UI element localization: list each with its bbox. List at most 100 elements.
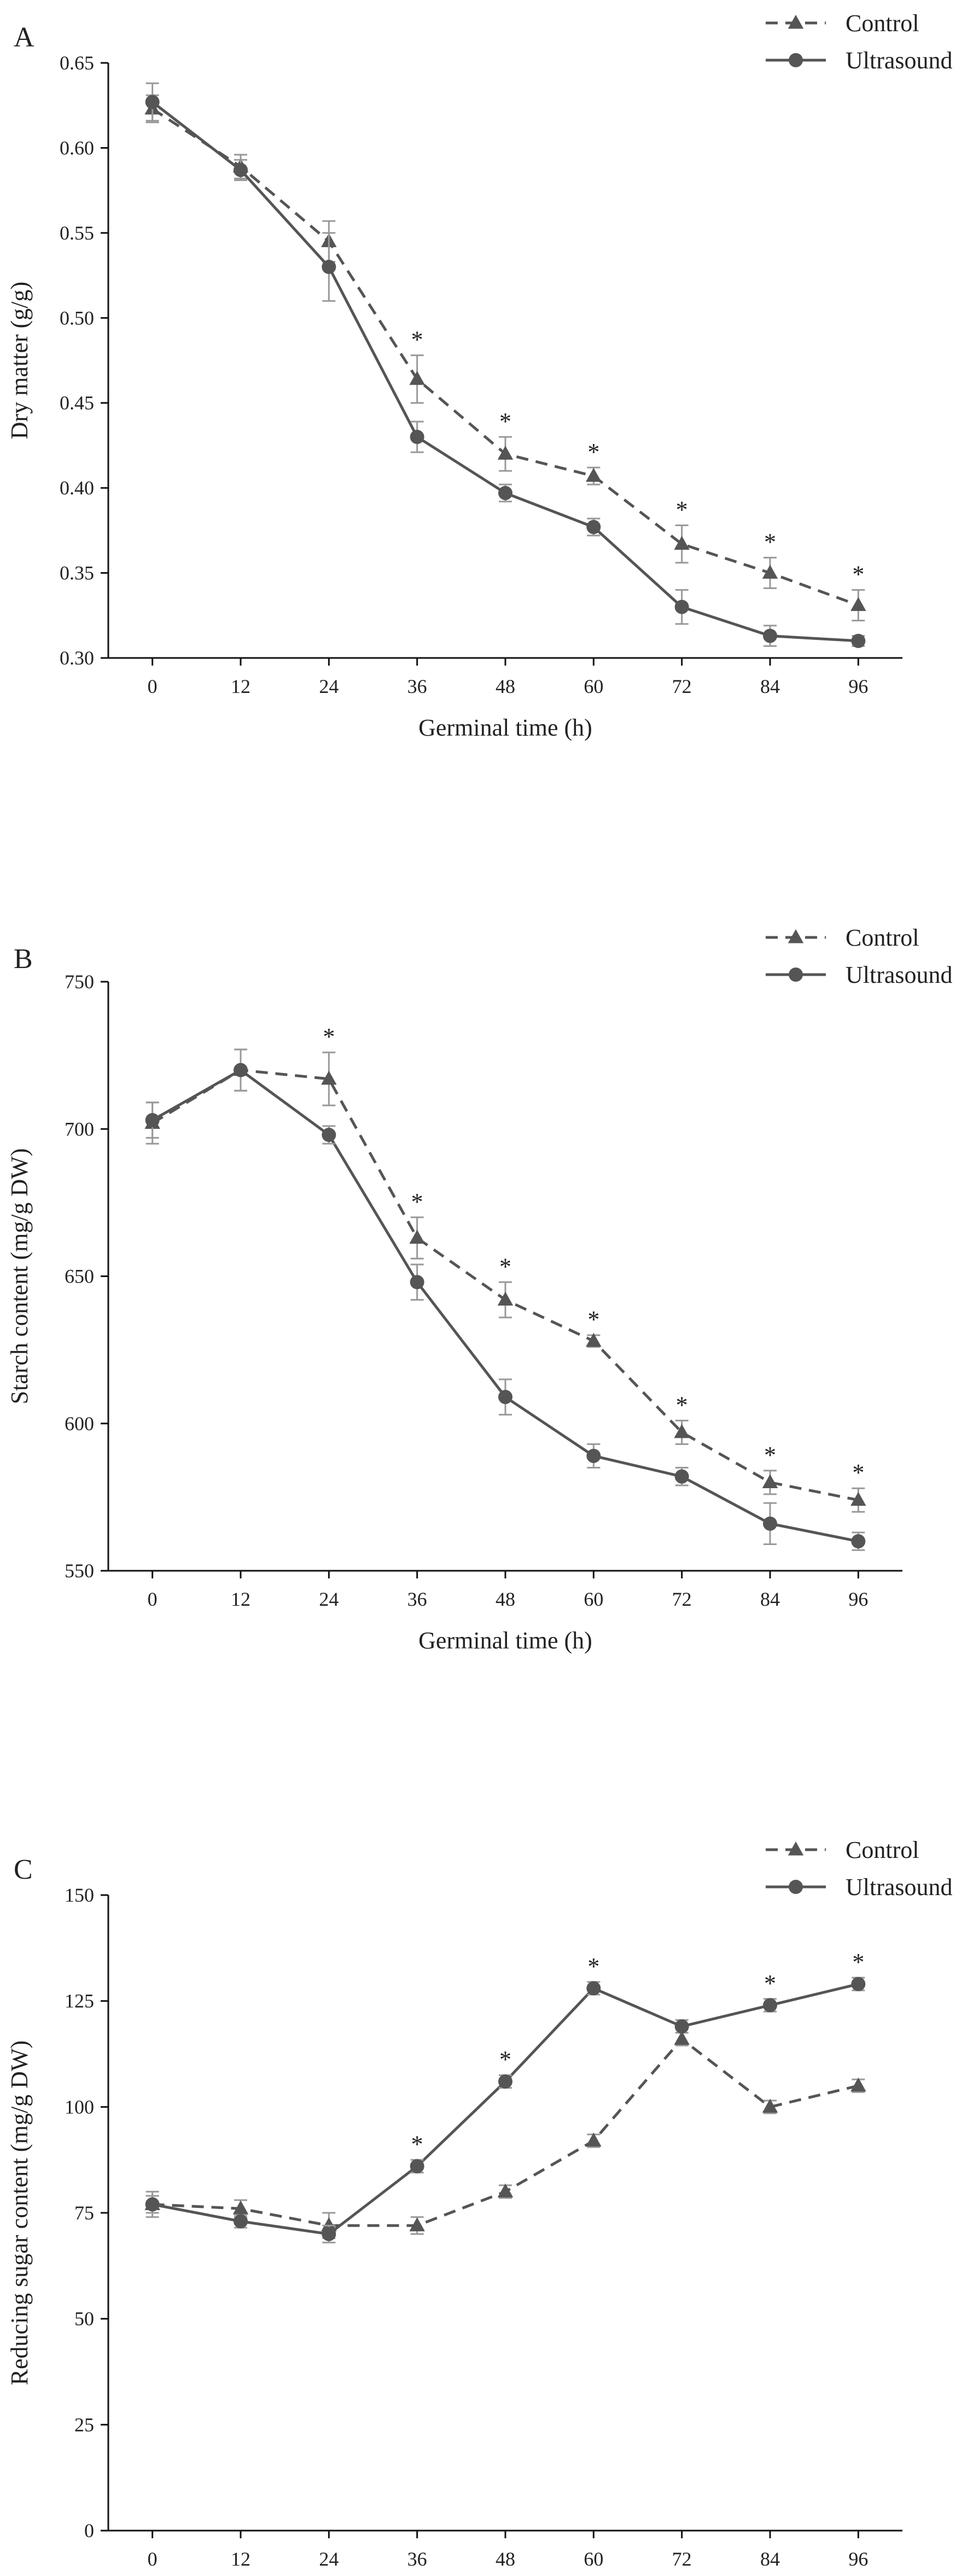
data-point-control [674, 535, 690, 550]
legend-label-ultrasound: Ultrasound [846, 47, 953, 74]
x-tick-label: 0 [148, 675, 158, 697]
legend-marker-ultrasound [789, 968, 803, 982]
data-point-control [321, 2217, 337, 2231]
data-point-ultrasound [145, 2197, 160, 2212]
significance-star: * [499, 1253, 511, 1280]
data-point-control [762, 2099, 778, 2113]
data-point-control [674, 1424, 690, 1438]
chart-panel-c: 025507510012515001224364860728496Germina… [6, 1837, 953, 2570]
data-point-control [850, 1491, 866, 1506]
significance-star: * [587, 439, 599, 465]
y-tick-label: 100 [65, 2096, 94, 2118]
data-point-ultrasound [322, 2227, 336, 2241]
legend-label-control: Control [846, 1837, 919, 1863]
panel-letter: C [14, 1854, 33, 1885]
data-point-control [850, 597, 866, 611]
data-point-ultrasound [234, 2214, 248, 2229]
y-tick-label: 0.65 [60, 52, 94, 74]
y-tick-label: 600 [65, 1413, 94, 1435]
chart-panel-b: 550 600 650 700 750 0 12 24 36 48 60 72 84 96 Germinal… [6, 924, 953, 1654]
x-tick-label: 72 [672, 675, 692, 697]
significance-star: * [411, 327, 423, 353]
data-point-ultrasound [674, 1469, 689, 1484]
data-point-ultrasound [763, 1998, 777, 2013]
data-point-ultrasound [763, 1516, 777, 1531]
data-point-control [409, 2217, 425, 2231]
data-point-control [586, 2132, 602, 2147]
series-ultrasound [145, 82, 866, 648]
significance-star: * [587, 1953, 599, 1980]
significance-star: * [676, 497, 688, 523]
data-point-ultrasound [586, 1448, 601, 1463]
data-point-control [762, 564, 778, 579]
legend: Control Ultrasound [766, 924, 953, 988]
x-tick-label: 12 [231, 675, 250, 697]
significance-star: * [411, 1188, 423, 1215]
significance-star: * [764, 1442, 776, 1468]
x-tick-label: 24 [319, 675, 339, 697]
x-tick-label: 84 [760, 1588, 780, 1610]
y-tick-label: 700 [65, 1118, 94, 1140]
legend: Control Ultrasound [766, 1837, 953, 1901]
x-tick-label: 24 [319, 2548, 339, 2570]
x-tick-label: 72 [672, 1588, 692, 1610]
data-point-ultrasound [851, 1977, 866, 1991]
x-tick-label: 60 [584, 2548, 603, 2570]
y-tick-label: 0.60 [60, 137, 94, 159]
y-tick-label: 750 [65, 971, 94, 993]
data-point-control [497, 445, 514, 460]
data-point-ultrasound [498, 2074, 512, 2089]
x-axis-label: Germinal time (h) [418, 714, 592, 741]
x-tick-label: 60 [584, 675, 603, 697]
significance-star: * [323, 1023, 335, 1050]
data-point-ultrasound [674, 2019, 689, 2034]
y-tick-label: 25 [74, 2414, 94, 2435]
x-tick-label: 96 [848, 675, 868, 697]
data-point-ultrasound [851, 633, 866, 648]
x-tick-label: 48 [496, 2548, 515, 2570]
significance-star: * [676, 1391, 688, 1418]
x-tick-label: 96 [848, 2548, 868, 2570]
series-control [144, 2031, 866, 2239]
x-tick-label: 36 [407, 2548, 427, 2570]
x-tick-label: 0 [148, 2548, 158, 2570]
legend-label-ultrasound: Ultrasound [846, 1874, 953, 1901]
data-point-control [762, 1474, 778, 1488]
significance-star: * [852, 1459, 864, 1486]
data-point-ultrasound [586, 1981, 601, 1996]
y-tick-label: 650 [65, 1266, 94, 1287]
y-axis-label: Starch content (mg/g DW) [6, 1149, 33, 1404]
data-point-ultrasound [322, 260, 336, 275]
legend-label-ultrasound: Ultrasound [846, 961, 953, 988]
x-tick-label: 96 [848, 1588, 868, 1610]
y-tick-label: 50 [74, 2308, 94, 2330]
y-axis-label: Reducing sugar content (mg/g DW) [6, 2041, 33, 2386]
legend-marker-control [788, 15, 804, 29]
x-tick-label: 84 [760, 675, 780, 697]
x-tick-label: 48 [496, 1588, 515, 1610]
y-tick-label: 75 [74, 2202, 94, 2224]
data-point-ultrasound [234, 162, 248, 177]
data-point-ultrasound [763, 628, 777, 643]
y-axis-label: Dry matter (g/g) [6, 282, 33, 439]
y-tick-label: 0.30 [60, 647, 94, 669]
data-point-ultrasound [498, 1390, 512, 1404]
x-tick-label: 48 [496, 675, 515, 697]
data-point-ultrasound [410, 1275, 424, 1290]
panel-letter: B [14, 943, 33, 975]
data-point-control [409, 1229, 425, 1244]
data-point-ultrasound [410, 429, 424, 444]
data-point-control [586, 1332, 602, 1347]
legend: Control Ultrasound [766, 10, 953, 74]
significance-star: * [411, 2131, 423, 2158]
legend-label-control: Control [846, 924, 919, 951]
legend-label-control: Control [846, 10, 919, 37]
series-control [144, 94, 866, 622]
series-control [144, 1048, 866, 1513]
y-tick-label: 0.55 [60, 222, 94, 244]
series-ultrasound [145, 1977, 866, 2243]
x-tick-label: 12 [231, 1588, 250, 1610]
significance-star: * [852, 561, 864, 588]
data-point-ultrasound [674, 599, 689, 614]
series-line-control [151, 107, 859, 607]
